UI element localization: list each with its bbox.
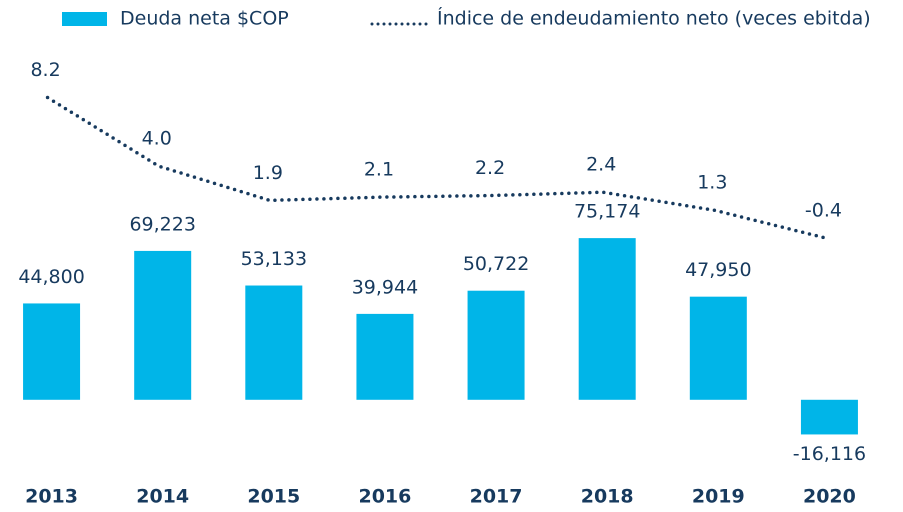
data-label: 44,800: [18, 266, 84, 288]
legend-label: Deuda neta $COP: [120, 8, 289, 30]
bar: [800, 399, 858, 435]
bar: [689, 296, 747, 400]
x-tick-label: 2020: [803, 486, 856, 508]
data-label: 53,133: [241, 248, 307, 270]
data-label: 2.2: [475, 157, 505, 179]
x-tick-label: 2017: [470, 486, 523, 508]
data-label: 50,722: [463, 253, 529, 275]
data-label: 1.9: [253, 162, 283, 184]
x-tick-label: 2018: [581, 486, 634, 508]
bar: [356, 313, 414, 400]
data-label: 69,223: [129, 213, 195, 235]
data-label: 39,944: [352, 276, 418, 298]
x-tick-label: 2013: [25, 486, 78, 508]
bar: [23, 303, 81, 400]
legend-label: Índice de endeudamiento neto (veces ebit…: [437, 7, 871, 30]
data-label: 75,174: [574, 201, 640, 223]
data-label: 4.0: [142, 128, 172, 150]
x-tick-label: 2019: [692, 486, 745, 508]
data-label: 8.2: [30, 59, 60, 81]
data-label: 2.4: [586, 154, 616, 176]
data-label: 2.1: [364, 159, 394, 181]
bar: [578, 238, 636, 400]
data-label: 47,950: [685, 259, 751, 281]
bar: [245, 285, 303, 400]
x-tick-label: 2016: [358, 486, 411, 508]
legend-swatch: [62, 12, 107, 26]
data-label: -0.4: [805, 199, 842, 221]
bar: [134, 250, 192, 400]
data-label: 1.3: [697, 172, 727, 194]
x-tick-label: 2015: [247, 486, 300, 508]
x-tick-label: 2014: [136, 486, 189, 508]
bar: [467, 290, 525, 400]
data-label: -16,116: [793, 443, 866, 465]
line: [45, 95, 828, 240]
